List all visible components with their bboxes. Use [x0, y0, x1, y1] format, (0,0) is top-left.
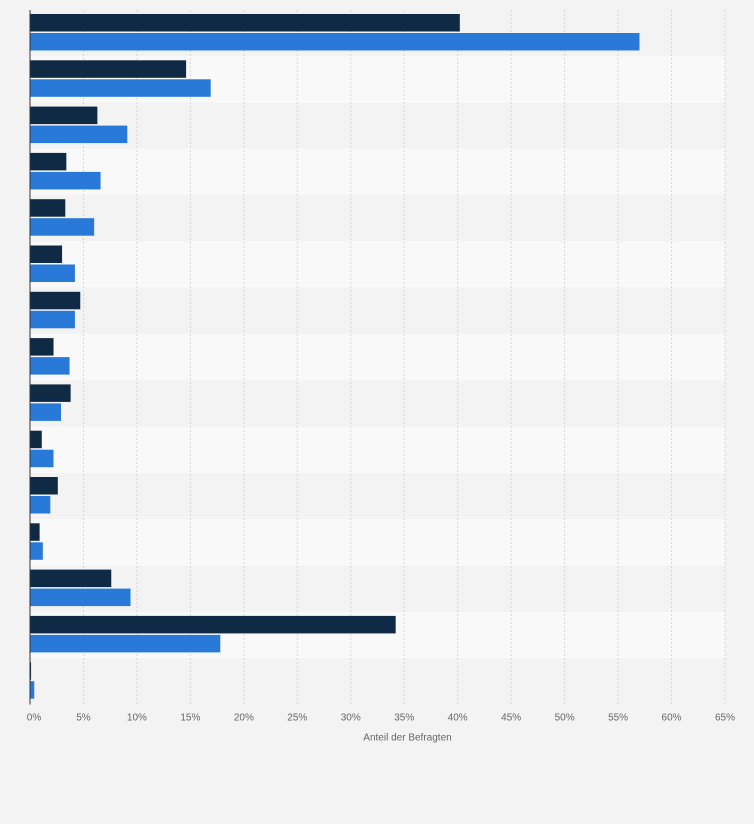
bar-series-1[interactable] — [30, 291, 81, 310]
x-tick-label: 30% — [341, 713, 361, 724]
bar-series-1[interactable] — [30, 430, 42, 449]
bar-series-2[interactable] — [30, 310, 75, 329]
row-band — [30, 565, 725, 612]
row-band — [30, 380, 725, 427]
bar-series-2[interactable] — [30, 449, 54, 468]
row-band — [30, 519, 725, 566]
x-tick-label: 40% — [448, 713, 468, 724]
bar-series-2[interactable] — [30, 171, 101, 190]
bars — [30, 14, 640, 699]
bar-series-1[interactable] — [30, 245, 63, 264]
x-tick-label: 20% — [234, 713, 254, 724]
bar-series-2[interactable] — [30, 357, 70, 375]
bar-series-1[interactable] — [30, 152, 67, 171]
row-band — [30, 426, 725, 473]
bar-series-2[interactable] — [30, 634, 221, 653]
bar-series-2[interactable] — [30, 264, 75, 283]
bar-series-2[interactable] — [30, 33, 640, 51]
bar-series-1[interactable] — [30, 615, 396, 634]
bar-series-2[interactable] — [30, 681, 35, 699]
x-tick-label: 60% — [662, 713, 682, 724]
row-band — [30, 102, 725, 149]
x-tick-label: 10% — [127, 713, 147, 724]
bar-series-2[interactable] — [30, 542, 43, 560]
row-band — [30, 473, 725, 520]
x-tick-label: 45% — [501, 713, 521, 724]
bar-series-1[interactable] — [30, 106, 98, 125]
x-axis-label: Anteil der Befragten — [363, 733, 451, 744]
bar-series-1[interactable] — [30, 14, 460, 32]
row-band — [30, 195, 725, 242]
x-tick-label: 55% — [608, 713, 628, 724]
x-tick-label: 50% — [555, 713, 575, 724]
bar-series-1[interactable] — [30, 384, 71, 402]
x-tick-label: 15% — [180, 713, 200, 724]
bar-series-1[interactable] — [30, 60, 187, 78]
bar-series-2[interactable] — [30, 79, 211, 97]
x-tick-labels: 0% 5% 10% 15% 20% 25% 30% 35% 40% 45% 50% 55% 60% 65% — [27, 713, 735, 724]
x-tick-label: 5% — [76, 713, 91, 724]
row-band — [30, 334, 725, 381]
row-bands — [30, 10, 725, 705]
row-band — [30, 658, 725, 705]
bar-series-2[interactable] — [30, 125, 128, 144]
bar-series-1[interactable] — [30, 662, 32, 680]
bar-series-2[interactable] — [30, 218, 95, 236]
bar-series-1[interactable] — [30, 523, 40, 541]
bar-series-2[interactable] — [30, 403, 62, 421]
bar-series-1[interactable] — [30, 569, 112, 588]
x-tick-label: 65% — [715, 713, 735, 724]
row-band — [30, 148, 725, 196]
row-band — [30, 241, 725, 288]
row-band — [30, 287, 725, 335]
bar-series-2[interactable] — [30, 588, 131, 607]
bar-series-1[interactable] — [30, 199, 66, 217]
bar-series-2[interactable] — [30, 496, 51, 514]
x-tick-label: 0% — [27, 713, 42, 724]
x-tick-label: 25% — [287, 713, 307, 724]
bar-series-1[interactable] — [30, 477, 58, 495]
x-tick-label: 35% — [394, 713, 414, 724]
bar-series-1[interactable] — [30, 338, 54, 356]
